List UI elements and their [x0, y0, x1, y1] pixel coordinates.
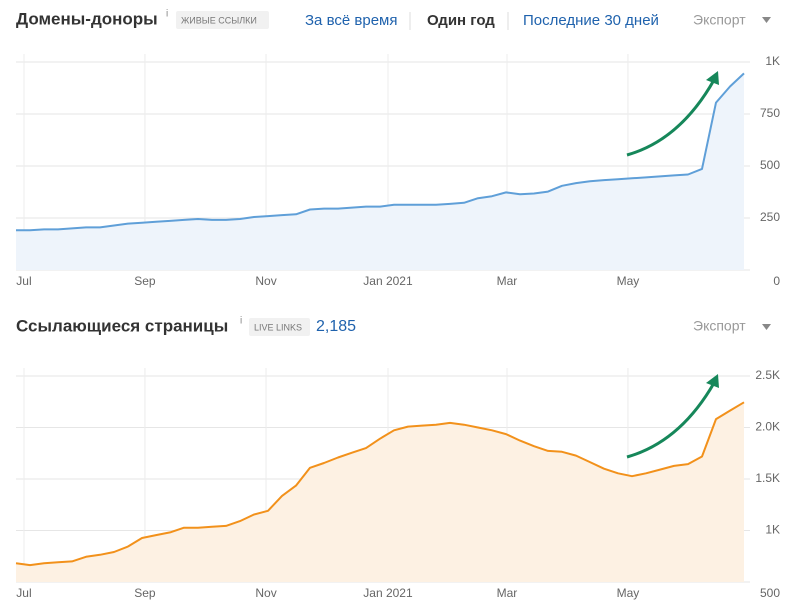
badge: ЖИВЫЕ ССЫЛКИ — [181, 15, 257, 25]
x-tick-label: Jul — [16, 274, 31, 288]
badge-bg — [249, 318, 310, 336]
x-tick-label: Sep — [134, 274, 156, 288]
x-tick-label: May — [617, 274, 640, 288]
info-icon[interactable]: i — [166, 9, 168, 20]
section-title: Домены-доноры — [16, 9, 158, 28]
plots: 0 250 500 750 1K Jul Sep Nov Jan 2021 Mar May 500 1K… — [15, 54, 780, 600]
x-tick-label: Mar — [497, 586, 518, 600]
y-tick-label: 500 — [760, 158, 780, 172]
x-tick-label: Jan 2021 — [363, 274, 413, 288]
y-tick-label: 1.5K — [755, 471, 780, 485]
dropdown-caret[interactable] — [762, 17, 771, 23]
y-tick-label: 0 — [773, 274, 780, 288]
x-tick-label: Sep — [134, 586, 156, 600]
x-tick-label: Jan 2021 — [363, 586, 413, 600]
arrow — [626, 79, 716, 157]
arrow — [626, 382, 716, 459]
area — [16, 73, 744, 271]
section-title: Ссылающиеся страницы — [16, 316, 228, 335]
tab[interactable]: За всё время — [305, 12, 397, 29]
info-icon[interactable]: i — [240, 316, 242, 327]
arrow-head — [706, 374, 719, 388]
area — [16, 402, 744, 582]
arrow-head — [706, 71, 719, 85]
y-tick-label: 2.5K — [755, 368, 780, 382]
export-button[interactable]: Экспорт — [693, 12, 746, 28]
total-count: 2,185 — [316, 318, 356, 335]
x-tick-label: Nov — [255, 586, 276, 600]
dropdown-caret[interactable] — [762, 324, 771, 330]
x-tick-label: May — [617, 586, 640, 600]
badge: LIVE LINKS — [254, 322, 302, 332]
y-tick-label: 750 — [760, 106, 780, 120]
y-tick-label: 1K — [765, 54, 780, 68]
y-tick-label: 250 — [760, 210, 780, 224]
y-tick-label: 2.0K — [755, 420, 780, 434]
badge-bg — [176, 11, 269, 29]
tab[interactable]: Последние 30 дней — [523, 12, 659, 29]
x-tick-label: Nov — [255, 274, 276, 288]
line — [15, 401, 745, 567]
x-tick-label: Mar — [497, 274, 518, 288]
y-tick-label: 500 — [760, 586, 780, 600]
y-tick-label: 1K — [765, 523, 780, 537]
annotations — [626, 71, 719, 459]
export-button[interactable]: Экспорт — [693, 318, 746, 334]
tab[interactable]: Один год — [427, 12, 495, 29]
x-tick-label: Jul — [16, 586, 31, 600]
line — [16, 72, 745, 232]
